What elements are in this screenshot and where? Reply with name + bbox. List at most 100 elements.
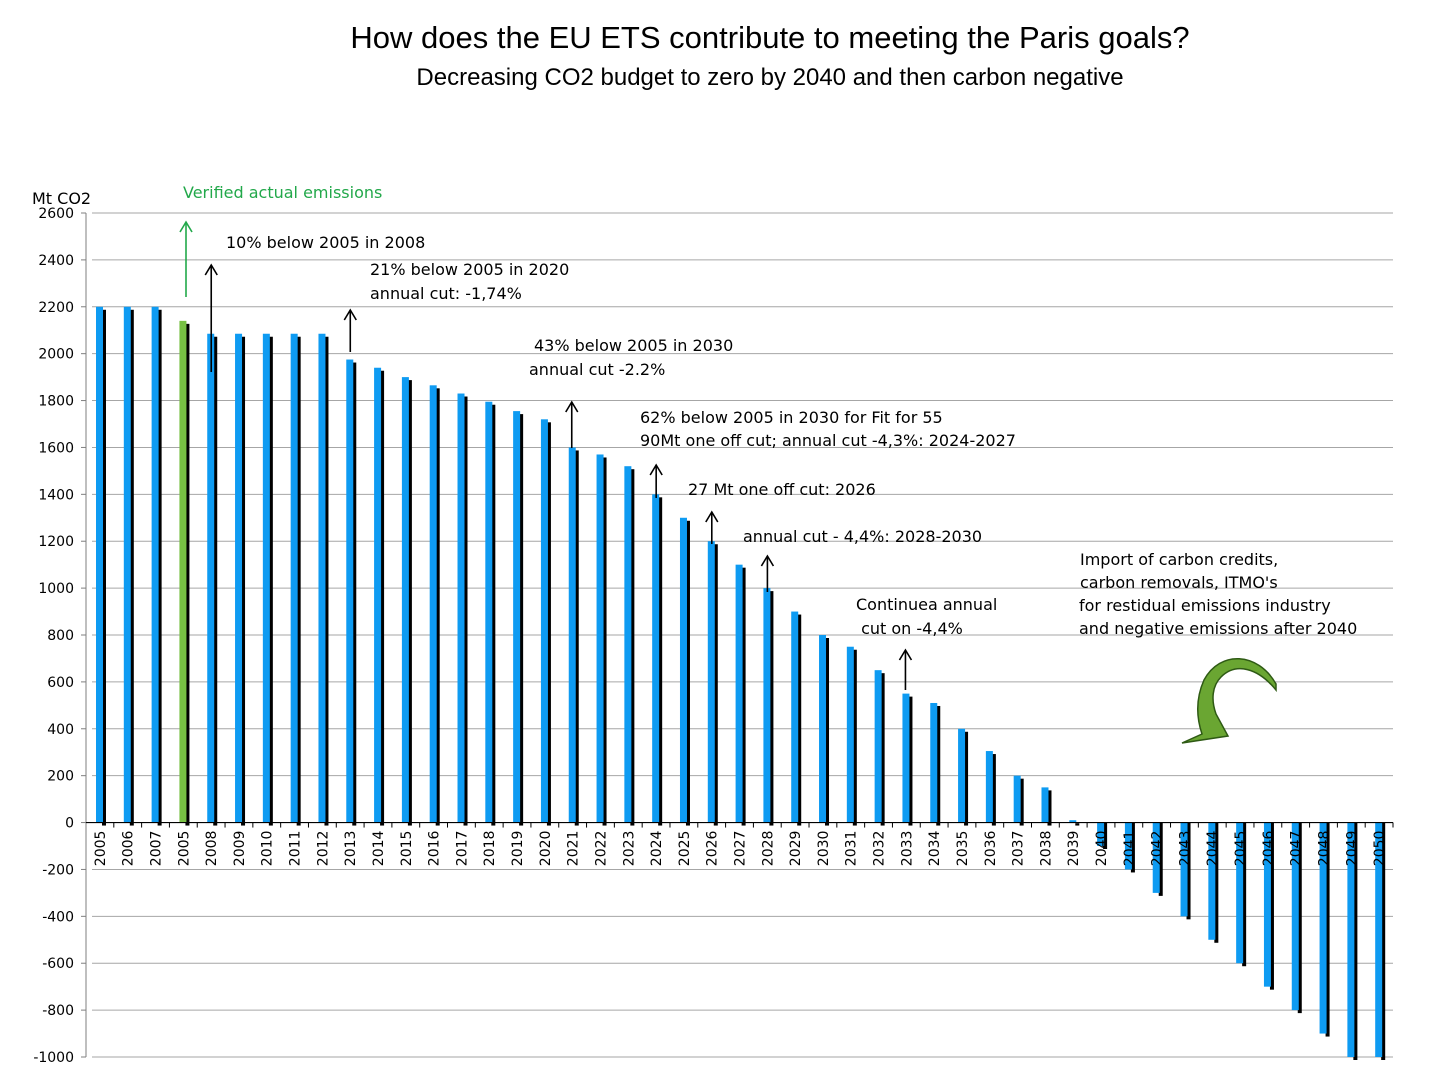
x-tick-label: 2037 xyxy=(1011,831,1027,867)
y-tick-label: 1200 xyxy=(38,534,74,550)
bar xyxy=(1097,822,1105,846)
up-arrow-icon xyxy=(705,510,719,544)
bar-shadow xyxy=(435,388,440,826)
x-tick-label: 2005 xyxy=(93,831,109,867)
axes xyxy=(81,212,1394,1058)
up-arrow-icon xyxy=(760,554,775,592)
bar xyxy=(429,385,437,823)
annotation-2026: 27 Mt one off cut: 2026 xyxy=(688,480,876,499)
bar-shadow xyxy=(825,638,830,826)
x-tick-label: 2033 xyxy=(899,831,915,867)
bar xyxy=(930,702,938,823)
chart-title: How does the EU ETS contribute to meetin… xyxy=(350,20,1190,55)
x-tick-label: 2046 xyxy=(1261,830,1277,866)
annotation-2028-line-1: annual cut - 4,4%: 2028-2030 xyxy=(743,527,982,546)
x-tick-label: 2024 xyxy=(649,830,665,866)
bar xyxy=(207,333,215,823)
y-tick-label: 600 xyxy=(47,675,74,691)
bar-shadow xyxy=(658,497,663,826)
x-tick-label: 2010 xyxy=(260,831,276,867)
bar-shadow xyxy=(407,380,412,826)
annotation-fit-for-55-line-2: 90Mt one off cut; annual cut -4,3%: 2024… xyxy=(640,431,1016,450)
y-tick-label: -600 xyxy=(42,956,74,972)
x-tick-label: 2021 xyxy=(566,831,582,867)
bar xyxy=(1319,822,1327,1034)
y-tick-label: -800 xyxy=(42,1003,74,1019)
x-tick-label: 2012 xyxy=(315,831,331,867)
up-arrow-icon xyxy=(898,648,913,690)
bar xyxy=(513,411,521,823)
annotation-import-line-1: Import of carbon credits, xyxy=(1080,550,1278,569)
annotation-continued-cut: Continuea annual cut on -4,4% xyxy=(0,0,1023,638)
bar xyxy=(346,359,354,823)
up-arrow-icon xyxy=(343,308,357,352)
bar xyxy=(179,320,187,823)
bar-shadow xyxy=(741,567,746,826)
x-tick-label: 2023 xyxy=(621,831,637,867)
bar xyxy=(485,401,493,823)
bar xyxy=(1291,822,1299,1011)
bar xyxy=(1152,822,1160,893)
x-tick-label: 2016 xyxy=(427,830,443,866)
bar xyxy=(1041,787,1049,823)
chart-subtitle: Decreasing CO2 budget to zero by 2040 an… xyxy=(416,64,1124,91)
bar xyxy=(1375,822,1383,1057)
bar-shadow xyxy=(602,457,607,826)
bar-shadow xyxy=(1186,822,1191,920)
up-arrow-icon xyxy=(649,463,663,498)
annotation-2020-line-2: annual cut: -1,74% xyxy=(370,284,522,303)
y-tick-label: 2000 xyxy=(38,347,74,363)
up-arrow-icon xyxy=(565,400,579,448)
x-tick-labels: 2005 2006 2007 2005 2008 2009 2010 2011 2012 2013… xyxy=(93,830,1388,866)
bar-shadow xyxy=(1214,822,1219,943)
bar-shadow xyxy=(1242,822,1247,967)
bar-shadow xyxy=(352,362,357,826)
bar-shadow xyxy=(797,614,802,826)
bar-shadow xyxy=(546,422,551,826)
x-tick-label: 2011 xyxy=(288,831,304,867)
x-tick-label: 2036 xyxy=(983,830,999,866)
bar xyxy=(652,494,660,823)
bar xyxy=(1124,822,1132,870)
bar xyxy=(763,588,771,823)
bar-shadow xyxy=(1075,823,1080,826)
annotation-2028: annual cut - 4,4%: 2028-2030 xyxy=(743,527,982,546)
up-arrow-icon xyxy=(204,263,218,372)
bar xyxy=(1347,822,1355,1057)
annotation-import-line-4: and negative emissions after 2040 xyxy=(1079,619,1357,638)
bar xyxy=(568,447,576,823)
y-tick-label: -1000 xyxy=(33,1050,74,1066)
x-tick-label: 2026 xyxy=(705,830,721,866)
annotation-2008: 10% below 2005 in 2008 xyxy=(226,233,425,252)
y-tick-labels: 2600240022002000180016001400120010008006… xyxy=(33,206,74,1066)
y-axis-title: Mt CO2 xyxy=(32,189,91,208)
bar xyxy=(1013,775,1021,823)
bar-shadow xyxy=(991,754,996,826)
bar-shadow xyxy=(380,370,385,826)
bar xyxy=(123,306,131,823)
x-tick-label: 2022 xyxy=(593,831,609,867)
x-tick-label: 2042 xyxy=(1150,831,1166,867)
x-tick-label: 2028 xyxy=(760,831,776,867)
x-tick-label: 2025 xyxy=(677,831,693,867)
x-tick-label: 2015 xyxy=(399,831,415,867)
bar-shadow xyxy=(213,336,218,826)
bar-shadow xyxy=(185,323,190,826)
x-tick-label: 2007 xyxy=(149,831,165,867)
bar-shadow xyxy=(852,649,857,826)
bar-shadow xyxy=(1130,822,1135,873)
annotation-fit-for-55: 62% below 2005 in 2030 for Fit for 55 90… xyxy=(640,408,1016,450)
annotation-import-line-2: carbon removals, ITMO's xyxy=(1080,573,1278,592)
bar-shadow xyxy=(241,336,246,826)
annotation-import-credits: Import of carbon credits, carbon removal… xyxy=(1079,550,1357,638)
x-tick-label: 2031 xyxy=(844,831,860,867)
bar-shadow xyxy=(1019,778,1024,826)
x-tick-label: 2039 xyxy=(1066,831,1082,867)
x-tick-label: 2035 xyxy=(955,831,971,867)
bar-shadow xyxy=(1047,790,1052,826)
annotation-2020-line-1: 21% below 2005 in 2020 xyxy=(370,260,569,279)
annotation-continued-cut-line-2: cut on -4,4% xyxy=(856,619,963,638)
bar xyxy=(235,333,243,823)
bar xyxy=(318,333,326,823)
x-tick-label: 2045 xyxy=(1233,831,1249,867)
